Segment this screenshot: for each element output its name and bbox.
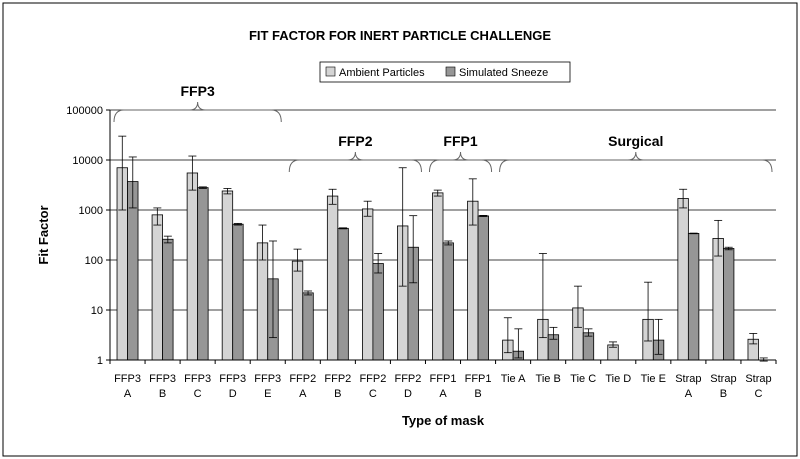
bar-ambient xyxy=(712,238,724,361)
x-tick-label: FFP3 xyxy=(254,373,281,385)
x-tick-label: Tie A xyxy=(501,373,526,385)
y-tick-label: 1 xyxy=(97,355,103,367)
error-bars xyxy=(118,135,768,362)
bar-ambient xyxy=(256,242,269,361)
x-tick-label: FFP3 xyxy=(149,373,176,385)
legend-swatch-sneeze xyxy=(445,66,456,77)
bar-ambient xyxy=(677,198,689,361)
bar-ambient xyxy=(361,208,374,361)
bar-sneeze xyxy=(337,227,349,361)
group-brace xyxy=(499,151,773,173)
chart-title: FIT FACTOR FOR INERT PARTICLE CHALLENGE xyxy=(249,28,551,43)
bar-sneeze xyxy=(162,238,174,361)
x-tick-label: FFP3 xyxy=(219,373,246,385)
y-axis-ticks: 1 10 100 1000 10000 100000 xyxy=(66,105,110,367)
x-tick-label-sub: C xyxy=(754,388,762,400)
x-tick-label: FFP1 xyxy=(430,373,457,385)
x-tick-label: Tie D xyxy=(605,373,631,385)
x-tick-label: Strap xyxy=(710,373,736,385)
x-tick-label-sub: A xyxy=(124,388,132,400)
x-tick-label-sub: B xyxy=(720,388,727,400)
x-tick-label: Tie E xyxy=(641,373,666,385)
group-braces: FFP3 FFP2 FFP1 Surgical xyxy=(113,83,773,173)
x-tick-label: FFP2 xyxy=(324,373,351,385)
bar-sneeze xyxy=(582,332,595,361)
bar-sneeze xyxy=(442,242,454,361)
bar-sneeze xyxy=(197,187,209,361)
x-tick-label-sub: A xyxy=(685,388,693,400)
group-brace xyxy=(428,151,493,173)
y-axis-label: Fit Factor xyxy=(36,205,51,264)
bar-ambient xyxy=(291,260,304,361)
bar-sneeze xyxy=(127,181,139,361)
y-tick-label: 10000 xyxy=(72,155,103,167)
y-tick-label: 100 xyxy=(85,255,103,267)
bars xyxy=(116,167,759,361)
y-tick-label: 10 xyxy=(91,305,103,317)
group-label: FFP1 xyxy=(443,133,477,149)
x-tick-label-sub: C xyxy=(194,388,202,400)
x-tick-label-sub: D xyxy=(229,388,237,400)
x-tick-label-sub: B xyxy=(159,388,166,400)
bar-sneeze xyxy=(302,292,314,361)
bar-sneeze xyxy=(372,263,384,361)
legend-box xyxy=(319,61,571,83)
bar-ambient xyxy=(221,190,234,361)
x-tick-label-sub: B xyxy=(334,388,341,400)
x-tick-label: FFP3 xyxy=(114,373,141,385)
legend-swatch-ambient xyxy=(325,66,336,77)
x-tick-label: FFP2 xyxy=(359,373,386,385)
x-tick-label: FFP3 xyxy=(184,373,211,385)
group-brace xyxy=(113,101,282,123)
bar-sneeze xyxy=(687,233,700,361)
bar-ambient xyxy=(151,214,163,361)
x-axis-ticks: FFP3 A FFP3 B FFP3 C FFP3 D FFP3 E FFP2 A FFP2 B FFP2 C… xyxy=(109,360,777,400)
bar-ambient xyxy=(186,172,199,361)
group-label: FFP2 xyxy=(338,133,372,149)
group-label: FFP3 xyxy=(181,83,215,99)
x-tick-label-sub: A xyxy=(299,388,307,400)
bar-sneeze xyxy=(232,223,244,361)
x-tick-label-sub: B xyxy=(474,388,481,400)
x-tick-label-sub: E xyxy=(264,388,271,400)
bar-sneeze xyxy=(477,215,489,361)
x-tick-label: FFP2 xyxy=(289,373,316,385)
x-tick-label-sub: C xyxy=(369,388,377,400)
x-tick-label: Tie B xyxy=(536,373,561,385)
bar-ambient xyxy=(432,192,444,361)
legend-label-ambient: Ambient Particles xyxy=(339,67,425,79)
x-tick-label: FFP1 xyxy=(465,373,492,385)
group-brace xyxy=(288,151,422,173)
group-label: Surgical xyxy=(608,133,663,149)
y-tick-label: 100000 xyxy=(66,105,103,117)
y-tick-label: 1000 xyxy=(79,205,103,217)
legend-label-sneeze: Simulated Sneeze xyxy=(459,67,548,79)
x-tick-label: FFP2 xyxy=(394,373,421,385)
bar-ambient xyxy=(326,195,339,361)
x-tick-label: Strap xyxy=(745,373,771,385)
legend: Ambient Particles Simulated Sneeze xyxy=(319,61,571,83)
x-tick-label-sub: D xyxy=(404,388,412,400)
x-tick-label: Strap xyxy=(675,373,701,385)
bar-sneeze xyxy=(723,248,735,361)
x-tick-label-sub: A xyxy=(439,388,447,400)
x-axis-label: Type of mask xyxy=(402,413,485,428)
x-tick-label: Tie C xyxy=(570,373,596,385)
